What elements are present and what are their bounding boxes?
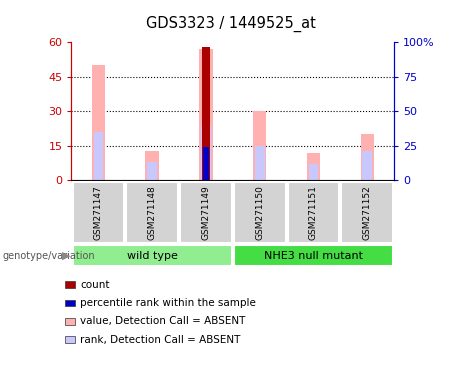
Bar [145,151,159,180]
Bar [362,151,372,180]
Bar [361,134,374,180]
Bar [203,147,209,180]
Bar [202,47,210,180]
Bar [92,65,105,180]
Text: GSM271150: GSM271150 [255,185,264,240]
Text: wild type: wild type [127,251,177,261]
Bar [342,182,393,243]
Bar [234,245,393,266]
Bar [255,146,265,180]
Text: count: count [80,280,110,290]
Text: GSM271151: GSM271151 [309,185,318,240]
Bar [180,182,232,243]
Bar [234,182,285,243]
Text: value, Detection Call = ABSENT: value, Detection Call = ABSENT [80,316,246,326]
Text: NHE3 null mutant: NHE3 null mutant [264,251,363,261]
Text: GSM271148: GSM271148 [148,185,157,240]
Bar [307,153,320,180]
Bar [72,245,232,266]
Text: GSM271147: GSM271147 [94,185,103,240]
Text: rank, Detection Call = ABSENT: rank, Detection Call = ABSENT [80,335,241,345]
Text: GSM271152: GSM271152 [363,185,372,240]
Bar [199,49,213,180]
Bar [309,164,318,180]
Bar [72,182,124,243]
Text: GSM271149: GSM271149 [201,185,210,240]
Bar [148,162,157,180]
Bar [253,111,266,180]
Bar [201,125,211,180]
Text: percentile rank within the sample: percentile rank within the sample [80,298,256,308]
Text: genotype/variation: genotype/variation [2,251,95,261]
Text: GDS3323 / 1449525_at: GDS3323 / 1449525_at [146,15,315,31]
Text: ▶: ▶ [62,251,71,261]
Bar [288,182,339,243]
Bar [126,182,178,243]
Bar [94,132,103,180]
